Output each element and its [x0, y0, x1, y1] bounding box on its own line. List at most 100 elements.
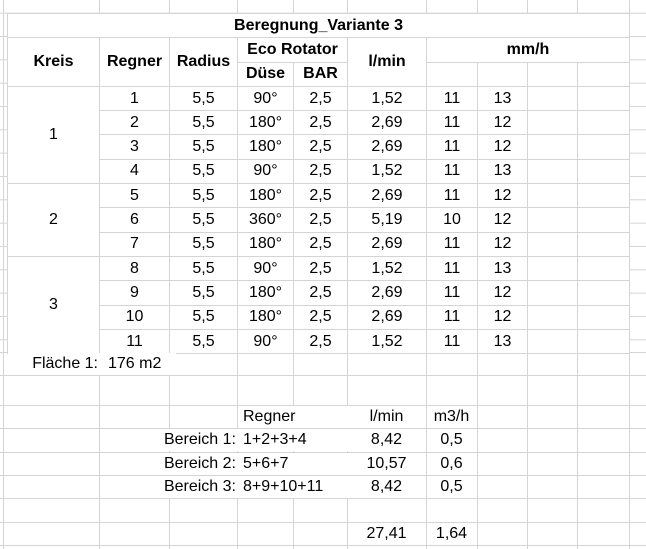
- cell-mm1[interactable]: 11: [426, 304, 478, 330]
- cell-regner[interactable]: 2: [99, 110, 170, 136]
- cell-bar[interactable]: 2,5: [293, 85, 348, 112]
- header-lmin[interactable]: l/min: [347, 37, 427, 87]
- cell-bar[interactable]: 2,5: [293, 231, 348, 257]
- cell-bar[interactable]: 2,5: [293, 280, 348, 306]
- cell-radius[interactable]: 5,5: [169, 110, 238, 136]
- cell-empty[interactable]: [577, 134, 630, 160]
- cell-lmin[interactable]: 5,19: [347, 207, 427, 233]
- cell-bar[interactable]: 2,5: [293, 207, 348, 233]
- cell-empty[interactable]: [527, 183, 578, 209]
- header-mmh-sub3[interactable]: [527, 61, 578, 87]
- cell-empty[interactable]: [577, 328, 630, 355]
- cell-empty[interactable]: [577, 158, 630, 185]
- cell-bar[interactable]: 2,5: [293, 134, 348, 160]
- cell-lmin[interactable]: 2,69: [347, 231, 427, 257]
- cell-regner[interactable]: 6: [99, 207, 170, 233]
- cell-duese[interactable]: 90°: [237, 158, 294, 185]
- cell-mm2[interactable]: 12: [477, 134, 528, 160]
- cell-mm2[interactable]: 12: [477, 280, 528, 306]
- cell-radius[interactable]: 5,5: [169, 183, 238, 209]
- cell-kreis-group1[interactable]: 1: [7, 85, 100, 185]
- cell-lmin[interactable]: 1,52: [347, 328, 427, 355]
- header-eco-rotator[interactable]: Eco Rotator: [237, 37, 348, 63]
- summary-row-m3h[interactable]: 0,5: [427, 429, 476, 451]
- cell-empty[interactable]: [527, 304, 578, 330]
- cell-lmin[interactable]: 1,52: [347, 158, 427, 185]
- header-kreis[interactable]: Kreis: [7, 37, 100, 87]
- summary-row-label[interactable]: Bereich 1:: [100, 429, 238, 451]
- cell-lmin[interactable]: 1,52: [347, 85, 427, 112]
- cell-duese[interactable]: 180°: [237, 183, 294, 209]
- cell-duese[interactable]: 180°: [237, 304, 294, 330]
- summary-row-label[interactable]: Bereich 2:: [100, 453, 238, 475]
- cell-regner[interactable]: 3: [99, 134, 170, 160]
- cell-empty[interactable]: [527, 207, 578, 233]
- header-mmh-sub4[interactable]: [577, 61, 630, 87]
- cell-bar[interactable]: 2,5: [293, 328, 348, 355]
- header-regner[interactable]: Regner: [99, 37, 170, 87]
- summary-row-regner[interactable]: 8+9+10+11: [238, 476, 351, 498]
- flaeche-label[interactable]: Fläche 1:: [8, 353, 100, 375]
- cell-mm2[interactable]: 12: [477, 231, 528, 257]
- cell-radius[interactable]: 5,5: [169, 207, 238, 233]
- cell-empty[interactable]: [527, 255, 578, 282]
- cell-bar[interactable]: 2,5: [293, 183, 348, 209]
- cell-empty[interactable]: [577, 280, 630, 306]
- header-bar[interactable]: BAR: [293, 61, 348, 87]
- cell-radius[interactable]: 5,5: [169, 85, 238, 112]
- cell-empty[interactable]: [527, 328, 578, 355]
- cell-duese[interactable]: 180°: [237, 110, 294, 136]
- summary-row-m3h[interactable]: 0,6: [427, 453, 476, 475]
- cell-regner[interactable]: 9: [99, 280, 170, 306]
- summary-header-m3h[interactable]: m3/h: [427, 406, 476, 428]
- cell-regner[interactable]: 8: [99, 255, 170, 282]
- cell-empty[interactable]: [577, 85, 630, 112]
- cell-empty[interactable]: [527, 85, 578, 112]
- header-radius[interactable]: Radius: [169, 37, 238, 87]
- cell-mm2[interactable]: 13: [477, 85, 528, 112]
- cell-mm2[interactable]: 12: [477, 110, 528, 136]
- cell-mm1[interactable]: 11: [426, 110, 478, 136]
- cell-regner[interactable]: 1: [99, 85, 170, 112]
- cell-empty[interactable]: [577, 183, 630, 209]
- cell-empty[interactable]: [577, 304, 630, 330]
- cell-mm1[interactable]: 10: [426, 207, 478, 233]
- cell-duese[interactable]: 180°: [237, 280, 294, 306]
- cell-duese[interactable]: 90°: [237, 255, 294, 282]
- flaeche-value[interactable]: 176 m2: [100, 353, 176, 375]
- cell-duese[interactable]: 90°: [237, 85, 294, 112]
- cell-duese[interactable]: 360°: [237, 207, 294, 233]
- cell-radius[interactable]: 5,5: [169, 304, 238, 330]
- summary-row-regner[interactable]: 5+6+7: [238, 453, 351, 475]
- cell-mm1[interactable]: 11: [426, 280, 478, 306]
- cell-mm2[interactable]: 12: [477, 304, 528, 330]
- cell-empty[interactable]: [577, 231, 630, 257]
- cell-lmin[interactable]: 2,69: [347, 183, 427, 209]
- cell-radius[interactable]: 5,5: [169, 134, 238, 160]
- summary-total-m3h[interactable]: 1,64: [427, 523, 476, 545]
- cell-radius[interactable]: 5,5: [169, 231, 238, 257]
- header-mmh-sub1[interactable]: [426, 61, 478, 87]
- summary-row-label[interactable]: Bereich 3:: [100, 476, 238, 498]
- cell-bar[interactable]: 2,5: [293, 158, 348, 185]
- cell-radius[interactable]: 5,5: [169, 255, 238, 282]
- cell-bar[interactable]: 2,5: [293, 255, 348, 282]
- cell-kreis-group2[interactable]: 2: [7, 183, 100, 257]
- cell-duese[interactable]: 90°: [237, 328, 294, 355]
- summary-row-lmin[interactable]: 8,42: [348, 476, 425, 498]
- summary-total-lmin[interactable]: 27,41: [348, 523, 425, 545]
- cell-mm2[interactable]: 13: [477, 255, 528, 282]
- cell-empty[interactable]: [527, 134, 578, 160]
- cell-empty[interactable]: [527, 231, 578, 257]
- summary-row-m3h[interactable]: 0,5: [427, 476, 476, 498]
- cell-mm1[interactable]: 11: [426, 328, 478, 355]
- summary-header-lmin[interactable]: l/min: [348, 406, 425, 428]
- cell-mm2[interactable]: 13: [477, 158, 528, 185]
- cell-mm1[interactable]: 11: [426, 85, 478, 112]
- cell-mm1[interactable]: 11: [426, 134, 478, 160]
- cell-bar[interactable]: 2,5: [293, 304, 348, 330]
- summary-row-lmin[interactable]: 8,42: [348, 429, 425, 451]
- summary-row-lmin[interactable]: 10,57: [348, 453, 425, 475]
- cell-lmin[interactable]: 1,52: [347, 255, 427, 282]
- summary-row-regner[interactable]: 1+2+3+4: [238, 429, 351, 451]
